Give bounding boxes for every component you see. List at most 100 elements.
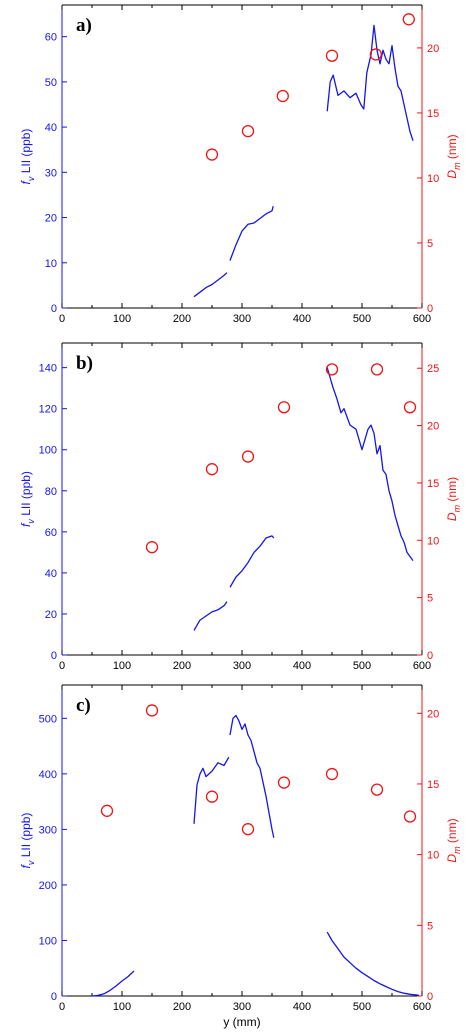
y2-tick-label: 20 <box>427 708 439 720</box>
y2-label-rest: (nm) <box>445 818 459 846</box>
fv-line-segment-3 <box>326 931 420 997</box>
x-tick-label: 500 <box>353 313 371 325</box>
y2-tick-label: 25 <box>427 363 439 375</box>
y2-tick-label: 15 <box>427 478 439 490</box>
x-tick-label: 200 <box>173 660 191 672</box>
dm-point <box>205 148 219 161</box>
y-label-sub: v <box>26 860 36 865</box>
y2-tick-label: 0 <box>427 303 433 315</box>
x-tick-label: 0 <box>59 1001 65 1013</box>
y-tick-label: 20 <box>45 609 57 621</box>
y2-axis-label: Dm (nm) <box>445 134 462 178</box>
y2-label-sub: m <box>452 162 462 170</box>
fv-line-segment-1 <box>229 535 275 588</box>
y-tick-label: 100 <box>39 935 57 947</box>
dm-point <box>145 541 159 554</box>
y-label-f: f <box>19 179 33 184</box>
x-tick-label: 200 <box>173 1001 191 1013</box>
x-tick-label: 100 <box>113 1001 131 1013</box>
x-tick-label: 300 <box>233 660 251 672</box>
y2-tick-label: 10 <box>427 535 439 547</box>
y-label-rest: LII (ppb) <box>19 471 33 519</box>
y2-tick-label: 5 <box>427 920 433 932</box>
y2-tick-label: 20 <box>427 43 439 55</box>
x-tick-label: 600 <box>413 313 431 325</box>
y-tick-label: 200 <box>39 880 57 892</box>
x-tick-label: 300 <box>233 313 251 325</box>
x-tick-label: 600 <box>413 1001 431 1013</box>
y-tick-label: 30 <box>45 167 57 179</box>
dm-point <box>276 89 289 103</box>
y2-tick-label: 10 <box>427 850 439 862</box>
y-axis-label: fv LII (ppb) <box>19 471 36 527</box>
fv-line-segment-2 <box>229 714 275 838</box>
y-label-rest: LII (ppb) <box>19 129 33 177</box>
fv-line-segment-2 <box>326 367 414 561</box>
dm-point <box>325 767 339 781</box>
x-tick-label: 200 <box>173 313 191 325</box>
y-tick-label: 0 <box>51 303 57 315</box>
x-tick-label: 400 <box>293 313 311 325</box>
dm-point <box>325 363 339 376</box>
x-tick-label: 100 <box>113 660 131 672</box>
y-tick-label: 120 <box>39 404 57 416</box>
dm-point <box>241 450 255 463</box>
y2-tick-label: 0 <box>427 650 433 662</box>
x-tick-label: 100 <box>113 313 131 325</box>
chart-panel-1: 0 100 200 300 400 500 600020406080100120140051… <box>19 342 462 672</box>
y2-axis-label: Dm (nm) <box>445 477 462 521</box>
chart-panel-0: 0 100 200 300 400 500 600010203040506005101520… <box>19 4 462 325</box>
x-tick-label: 400 <box>293 660 311 672</box>
y-axis-label: fv LII (ppb) <box>19 813 36 869</box>
chart-panel-2: 0 100 200 300 400 500 600010020030040050005101… <box>19 684 462 1029</box>
y-tick-label: 40 <box>45 122 57 134</box>
fv-line-segment-2 <box>326 24 414 141</box>
panel-label: b) <box>76 353 93 374</box>
y-label-f: f <box>19 863 33 868</box>
y2-label-rest: (nm) <box>445 134 459 162</box>
y2-label-sub: m <box>452 504 462 512</box>
x-tick-label: 600 <box>413 660 431 672</box>
dm-point <box>403 401 417 414</box>
y2-label-rest: (nm) <box>445 477 459 505</box>
y2-label-sub: m <box>452 846 462 854</box>
y-tick-label: 500 <box>39 713 57 725</box>
y-tick-label: 140 <box>39 363 57 375</box>
y-tick-label: 0 <box>51 650 57 662</box>
dm-point <box>241 823 255 836</box>
dm-point <box>241 124 255 138</box>
x-axis-label: y (mm) <box>223 1015 260 1029</box>
x-tick-label: 0 <box>59 660 65 672</box>
dm-point <box>370 363 384 376</box>
fv-line-segment-1 <box>229 206 274 261</box>
y2-label-d: D <box>445 512 459 521</box>
dm-point <box>100 804 114 817</box>
y-tick-label: 300 <box>39 824 57 836</box>
dm-point <box>145 704 159 717</box>
y-tick-label: 20 <box>45 213 57 225</box>
y2-tick-label: 5 <box>427 593 433 605</box>
y2-label-d: D <box>445 854 459 863</box>
y-tick-label: 40 <box>45 568 57 580</box>
y2-tick-label: 15 <box>427 108 439 120</box>
y2-tick-label: 5 <box>427 238 433 250</box>
fv-line-segment-0 <box>91 970 135 997</box>
fv-line-segment-1 <box>193 756 230 824</box>
y-tick-label: 80 <box>45 486 57 498</box>
dm-point <box>403 810 417 823</box>
panel-label: a) <box>76 15 92 36</box>
y-tick-label: 100 <box>39 445 57 457</box>
dm-point <box>205 790 219 803</box>
fv-line-segment-0 <box>193 272 228 298</box>
fv-line-segment-0 <box>193 601 228 631</box>
y-label-rest: LII (ppb) <box>19 813 33 861</box>
y2-label-d: D <box>445 170 459 179</box>
y-tick-label: 400 <box>39 769 57 781</box>
y-tick-label: 60 <box>45 32 57 44</box>
y2-tick-label: 20 <box>427 421 439 433</box>
y-label-sub: v <box>26 519 36 524</box>
dm-point <box>370 783 384 796</box>
dm-point <box>277 401 291 414</box>
y-tick-label: 10 <box>45 258 57 270</box>
